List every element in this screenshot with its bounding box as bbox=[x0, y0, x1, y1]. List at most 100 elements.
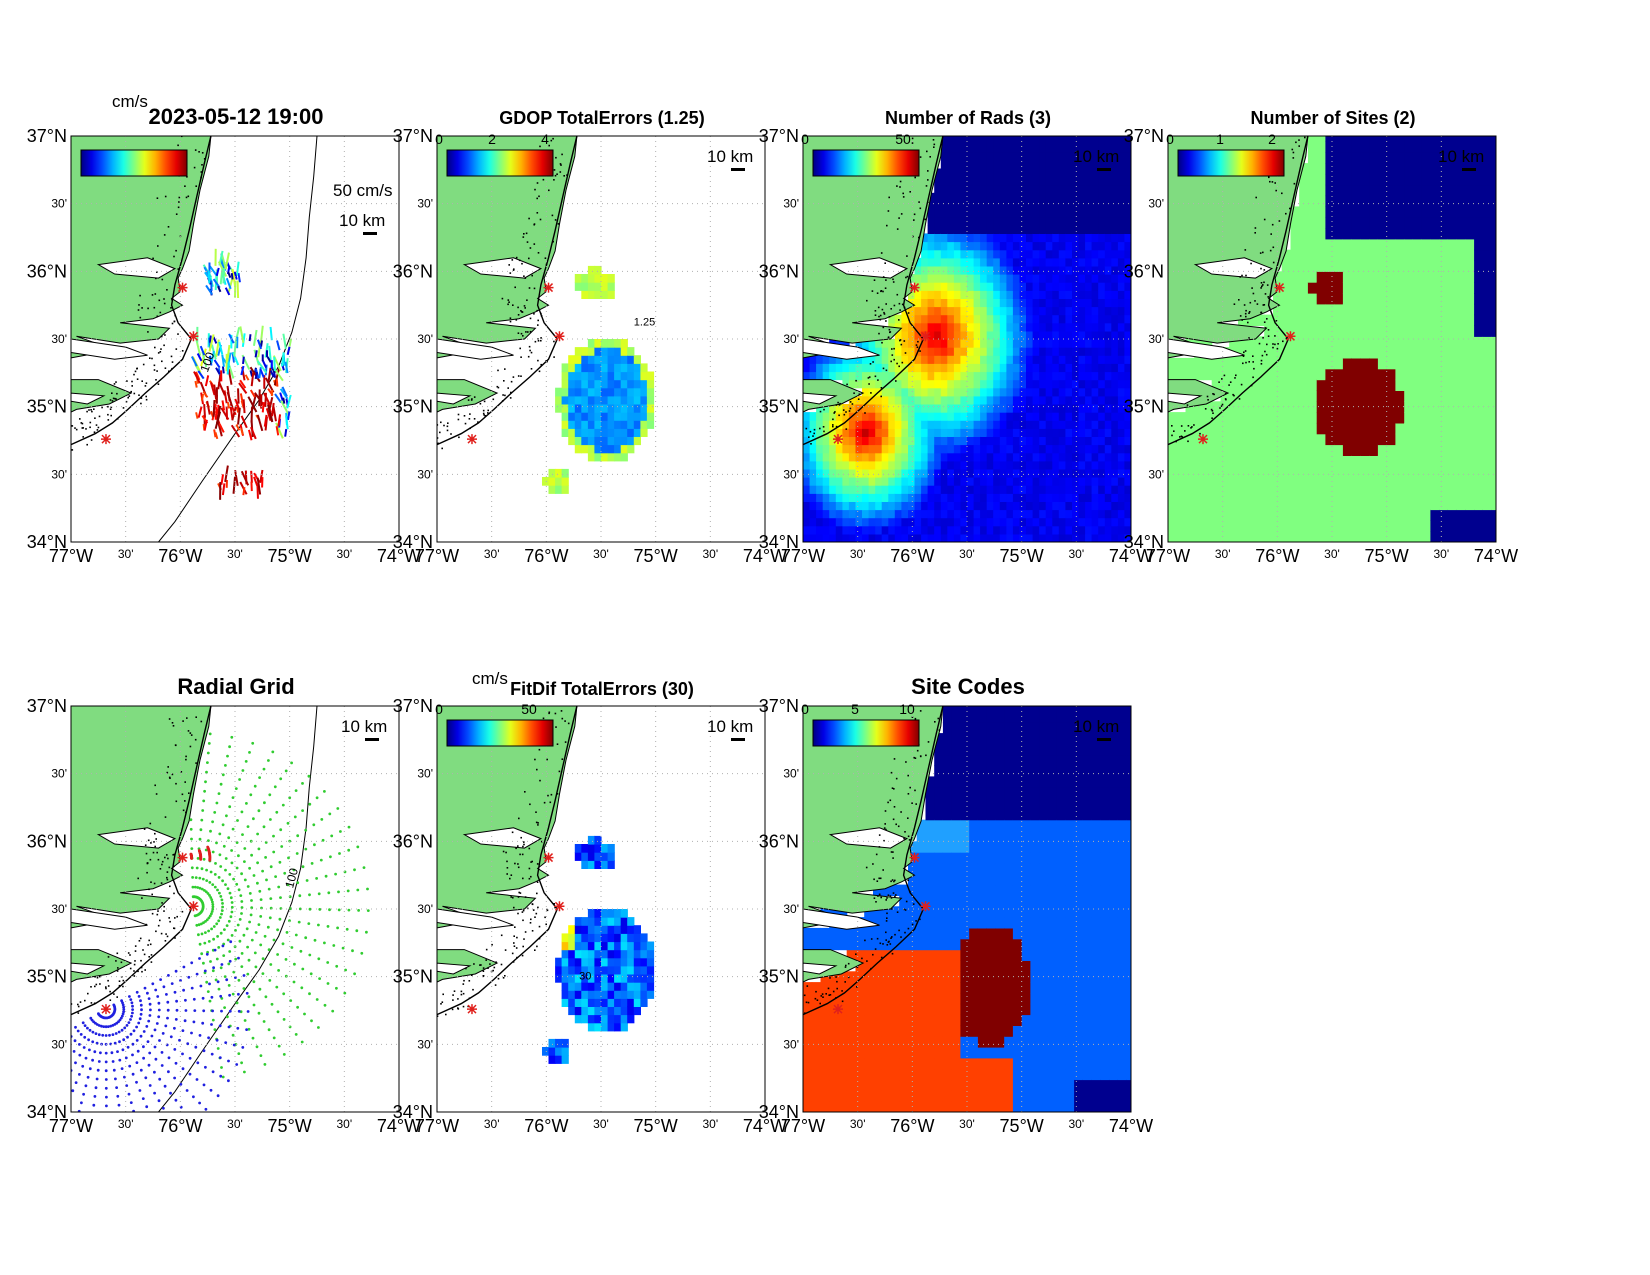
data-cell bbox=[1430, 303, 1440, 316]
coast-dot bbox=[165, 933, 167, 935]
data-cell bbox=[1052, 395, 1060, 405]
coast-dot bbox=[546, 360, 548, 363]
data-cell bbox=[1111, 282, 1119, 291]
data-cell bbox=[927, 387, 935, 397]
data-cell bbox=[1474, 433, 1484, 446]
data-cell bbox=[1117, 144, 1126, 153]
coast-dot bbox=[149, 822, 152, 825]
data-cell bbox=[1264, 509, 1274, 521]
current-vector bbox=[236, 280, 240, 299]
data-cell bbox=[1111, 306, 1119, 316]
coast-dot bbox=[137, 970, 139, 973]
data-cell bbox=[940, 265, 948, 275]
data-cell bbox=[1395, 422, 1405, 435]
data-cell bbox=[1491, 520, 1496, 532]
data-cell bbox=[973, 363, 981, 373]
radial-grid-point bbox=[310, 1019, 313, 1023]
data-cell bbox=[835, 460, 843, 470]
data-cell bbox=[1281, 531, 1291, 542]
data-cell bbox=[1211, 379, 1221, 391]
data-cell bbox=[980, 176, 988, 186]
data-cell bbox=[614, 371, 622, 381]
coast-dot bbox=[1293, 182, 1296, 185]
coast-dot bbox=[1207, 399, 1209, 401]
data-cell bbox=[927, 290, 935, 299]
data-cell bbox=[1351, 217, 1361, 229]
data-cell bbox=[601, 444, 609, 454]
data-cell bbox=[1026, 257, 1034, 267]
data-cell bbox=[646, 412, 655, 421]
lat-tick-label: 30' bbox=[417, 467, 433, 481]
data-cell bbox=[1220, 531, 1230, 542]
data-cell bbox=[594, 395, 602, 405]
radial-grid-point bbox=[207, 839, 210, 842]
radial-grid-point bbox=[200, 818, 204, 822]
data-cell bbox=[1085, 485, 1093, 494]
radial-grid-point bbox=[324, 874, 328, 878]
data-cell bbox=[1117, 265, 1126, 275]
data-cell bbox=[822, 355, 830, 364]
data-cell bbox=[1032, 460, 1040, 470]
data-cell bbox=[927, 314, 935, 324]
data-cell bbox=[816, 452, 824, 462]
data-cell bbox=[1006, 152, 1014, 161]
data-cell bbox=[986, 339, 994, 348]
data-cell bbox=[1098, 306, 1106, 316]
data-cell bbox=[960, 468, 968, 478]
data-cell bbox=[967, 274, 975, 283]
data-cell bbox=[908, 379, 916, 389]
radial-grid-point bbox=[334, 872, 337, 876]
coast-dot bbox=[89, 426, 91, 429]
data-cell bbox=[1052, 233, 1060, 243]
data-cell bbox=[1168, 357, 1178, 370]
data-cell bbox=[803, 525, 811, 535]
data-cell bbox=[574, 274, 582, 283]
data-cell bbox=[561, 404, 569, 413]
data-cell bbox=[855, 355, 863, 364]
data-cell bbox=[1124, 265, 1131, 275]
data-cell bbox=[1052, 493, 1060, 502]
data-cell bbox=[1211, 520, 1221, 532]
coast-dot bbox=[109, 399, 112, 401]
data-cell bbox=[1421, 184, 1431, 197]
coast-dot bbox=[1163, 431, 1165, 433]
data-cell bbox=[1072, 152, 1080, 161]
data-cell bbox=[901, 330, 909, 340]
data-cell bbox=[1412, 260, 1423, 272]
data-cell bbox=[980, 347, 988, 356]
data-cell bbox=[1065, 363, 1073, 373]
data-cell bbox=[986, 201, 994, 210]
data-cell bbox=[1052, 152, 1060, 161]
data-cell bbox=[993, 485, 1001, 494]
data-cell bbox=[816, 509, 824, 519]
data-cell bbox=[1351, 466, 1361, 478]
data-cell bbox=[888, 339, 896, 348]
current-vector bbox=[249, 389, 256, 398]
coast-dot bbox=[846, 383, 848, 386]
data-cell bbox=[1104, 249, 1112, 259]
data-cell bbox=[862, 339, 870, 348]
data-cell bbox=[921, 444, 929, 454]
data-cell bbox=[1439, 228, 1449, 240]
data-cell bbox=[1124, 241, 1131, 251]
data-cell bbox=[1104, 241, 1112, 251]
radial-grid-point bbox=[305, 879, 309, 882]
data-cell bbox=[1012, 387, 1021, 397]
data-cell bbox=[875, 444, 883, 454]
data-cell bbox=[1045, 249, 1053, 259]
coast-dot bbox=[509, 320, 512, 323]
data-cell bbox=[1052, 201, 1060, 210]
coast-dot bbox=[1248, 312, 1250, 314]
data-cell bbox=[1006, 209, 1014, 218]
data-cell bbox=[614, 379, 622, 389]
data-cell bbox=[1091, 314, 1099, 324]
data-cell bbox=[940, 241, 948, 251]
data-cell bbox=[934, 217, 942, 226]
data-cell bbox=[1377, 293, 1388, 305]
data-cell bbox=[1456, 422, 1466, 435]
coast-dot bbox=[161, 860, 164, 863]
lon-tick-label: 77°W bbox=[49, 546, 93, 566]
data-cell bbox=[816, 436, 824, 446]
data-cell bbox=[953, 468, 962, 478]
data-cell bbox=[1072, 363, 1080, 373]
